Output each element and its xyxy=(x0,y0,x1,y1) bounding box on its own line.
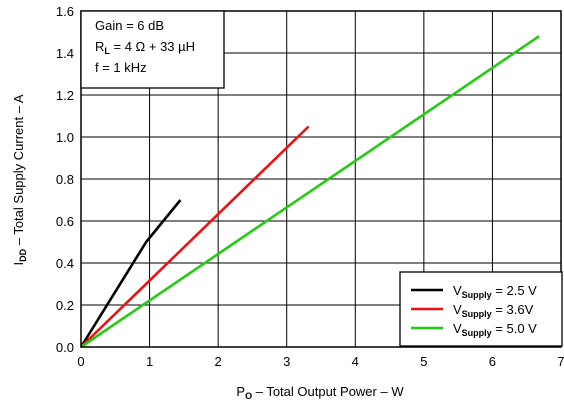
annotation-load-sub: L xyxy=(104,46,110,56)
series-line-3 xyxy=(80,35,540,349)
x-axis-title: PO – Total Output Power – W xyxy=(236,384,404,401)
legend-entries: VSupply = 2.5 V VSupply = 3.6V VSupply = 5… xyxy=(411,283,537,338)
y-axis-title: IDD – Total Supply Current – A xyxy=(11,94,28,265)
x-tick-label: 7 xyxy=(557,354,564,369)
legend-label-1: VSupply = 2.5 V xyxy=(453,283,537,300)
legend: VSupply = 2.5 V VSupply = 3.6V VSupply = 5… xyxy=(399,271,563,347)
y-tick-label: 0.2 xyxy=(56,298,74,313)
annotation-load-prefix: R xyxy=(95,39,104,54)
y-tick-label: 0.0 xyxy=(56,340,74,355)
annotation-load: RL = 4 Ω + 33 µH xyxy=(95,39,195,56)
legend-label-3: VSupply = 5.0 V xyxy=(453,321,537,338)
series-line-2 xyxy=(80,125,310,348)
y-tick-label: 1.2 xyxy=(56,88,74,103)
tick-labels: 0 1 2 3 4 5 6 7 0.0 0.2 0.4 0.6 0.8 1.0 1.2 1.4 1.6 xyxy=(56,4,564,369)
y-axis-title-rest: – Total Supply Current – A xyxy=(11,94,26,249)
y-tick-label: 1.6 xyxy=(56,4,74,19)
legend-label-2: VSupply = 3.6V xyxy=(453,302,534,319)
x-tick-label: 4 xyxy=(352,354,359,369)
y-tick-label: 0.6 xyxy=(56,214,74,229)
y-tick-label: 0.8 xyxy=(56,172,74,187)
series-line-1 xyxy=(79,199,182,348)
x-tick-label: 5 xyxy=(420,354,427,369)
annotation-gain: Gain = 6 dB xyxy=(95,18,164,33)
x-tick-label: 3 xyxy=(283,354,290,369)
annotation-freq: f = 1 kHz xyxy=(95,60,147,75)
x-tick-label: 0 xyxy=(77,354,84,369)
y-axis-title-sub: DD xyxy=(18,248,28,261)
annotation-box: Gain = 6 dB RL = 4 Ω + 33 µH f = 1 kHz xyxy=(80,10,225,89)
y-tick-label: 1.4 xyxy=(56,46,74,61)
x-tick-label: 1 xyxy=(146,354,153,369)
y-tick-label: 0.4 xyxy=(56,256,74,271)
x-axis-title-prefix: P xyxy=(236,384,245,399)
x-axis-title-rest: – Total Output Power – W xyxy=(252,384,404,399)
annotation-frame xyxy=(80,10,225,89)
annotation-load-rest: = 4 Ω + 33 µH xyxy=(110,39,195,54)
y-axis-title-prefix: I xyxy=(11,262,26,266)
y-tick-label: 1.0 xyxy=(56,130,74,145)
plot-frame xyxy=(80,10,562,348)
x-axis-title-sub: O xyxy=(245,391,252,401)
x-tick-label: 2 xyxy=(215,354,222,369)
x-tick-label: 6 xyxy=(489,354,496,369)
series-lines xyxy=(79,35,540,349)
